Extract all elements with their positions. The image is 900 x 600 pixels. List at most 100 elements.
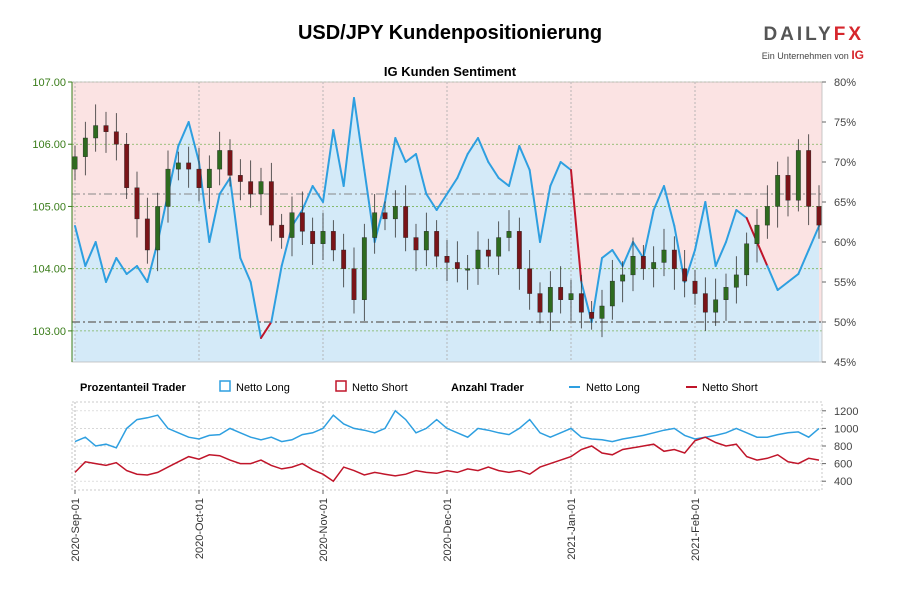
count-axis-label: 400 (834, 476, 852, 488)
candle-up (599, 305, 605, 319)
candle-down (279, 224, 285, 238)
candle-down (413, 237, 419, 251)
logo-wordmark: DAILYFX (763, 24, 864, 45)
count-axis-label: 600 (834, 459, 852, 471)
netto-long-segment (714, 241, 727, 267)
candle-up (754, 224, 760, 244)
netto-long-segment (353, 97, 366, 171)
netto-long-segment (105, 257, 118, 283)
candle-down (806, 150, 812, 207)
candle-up (609, 280, 615, 307)
netto-long-segment (125, 265, 138, 275)
left-axis-label: 104.00 (32, 264, 66, 276)
candle-down (144, 218, 150, 251)
count-axis-label: 800 (834, 441, 852, 453)
netto-long-segment (787, 273, 800, 283)
x-axis-label: 2020-Nov-01 (318, 498, 330, 562)
candle-up (733, 274, 739, 288)
left-axis-label: 105.00 (32, 201, 66, 213)
netto-long-segment (776, 281, 789, 291)
logo-tagline: Ein Unternehmen von IG (761, 48, 864, 62)
candle-up (651, 262, 657, 269)
candle-up (630, 256, 636, 276)
count-axis-label: 1000 (834, 423, 858, 435)
candle-up (744, 243, 750, 276)
candle-up (72, 156, 78, 170)
candle-up (547, 287, 553, 313)
candle-down (134, 187, 140, 220)
candle-down (454, 262, 460, 269)
netto-long-segment (642, 209, 655, 259)
candle-down (330, 231, 336, 251)
netto-long-segment (477, 137, 490, 163)
candle-up (775, 175, 781, 207)
candle-down (816, 206, 822, 226)
candle-down (702, 293, 708, 313)
candle-up (82, 137, 88, 157)
candle-down (558, 287, 564, 300)
candle-down (196, 168, 202, 188)
netto-long-segment (497, 177, 510, 187)
legend-count-short-label: Netto Short (702, 382, 758, 394)
candle-up (496, 237, 502, 257)
netto-long-segment (528, 169, 541, 243)
netto-long-segment (663, 185, 676, 227)
candle-up (165, 168, 171, 207)
candle-up (713, 299, 719, 313)
x-axis-label: 2021-Jan-01 (566, 498, 578, 560)
x-axis-label: 2020-Oct-01 (194, 498, 206, 559)
netto-long-segment (94, 241, 107, 283)
candle-down (485, 249, 491, 257)
netto-long-segment (115, 257, 128, 275)
candle-up (795, 150, 801, 201)
candle-up (423, 231, 429, 251)
netto-long-segment (508, 145, 521, 187)
candle-up (258, 181, 264, 195)
candle-down (268, 181, 274, 226)
candle-up (475, 249, 481, 269)
candle-up (320, 231, 326, 244)
candle-up (620, 274, 626, 282)
candle-down (341, 249, 347, 269)
netto-long-segment (187, 121, 200, 163)
right-axis-label: 75% (834, 117, 856, 129)
right-axis-label: 50% (834, 317, 856, 329)
right-axis-label: 80% (834, 77, 856, 89)
netto-long-segment (704, 201, 717, 267)
candle-up (361, 237, 367, 300)
candle-up (175, 162, 181, 170)
candle-down (682, 268, 688, 282)
netto-long-segment (270, 265, 283, 323)
candle-down (299, 212, 305, 232)
candle-up (661, 249, 667, 263)
netto-long-segment (559, 161, 572, 171)
candle-down (186, 162, 192, 170)
count-panel: 1200 1000 800 600 400 (71, 401, 858, 491)
x-axis-label: 2020-Sep-01 (70, 498, 82, 562)
candle-down (113, 131, 119, 145)
netto-long-segment (84, 241, 97, 267)
legend-count-title: Anzahl Trader (451, 382, 524, 394)
netto-long-segment (456, 153, 469, 179)
netto-long-segment (229, 177, 242, 259)
legend: Prozentanteil Trader Netto Long Netto Shor… (80, 380, 758, 394)
netto-long-segment (394, 137, 407, 163)
netto-long-segment (766, 265, 779, 291)
candle-up (93, 125, 99, 139)
right-axis-label: 65% (834, 197, 856, 209)
netto-long-segment (425, 193, 438, 211)
candle-up (506, 231, 512, 238)
candle-down (671, 249, 677, 269)
netto-long-segment (735, 209, 748, 219)
netto-long-segment (446, 177, 459, 195)
netto-long-segment (239, 257, 252, 283)
candle-down (103, 125, 109, 132)
candle-down (382, 212, 388, 220)
chart-subtitle: IG Kunden Sentiment (383, 64, 517, 79)
candle-down (227, 150, 233, 176)
netto-long-segment (725, 209, 738, 243)
candle-up (206, 168, 212, 188)
candle-up (217, 150, 223, 170)
netto-long-segment (415, 153, 428, 195)
netto-long-segment (590, 257, 603, 323)
